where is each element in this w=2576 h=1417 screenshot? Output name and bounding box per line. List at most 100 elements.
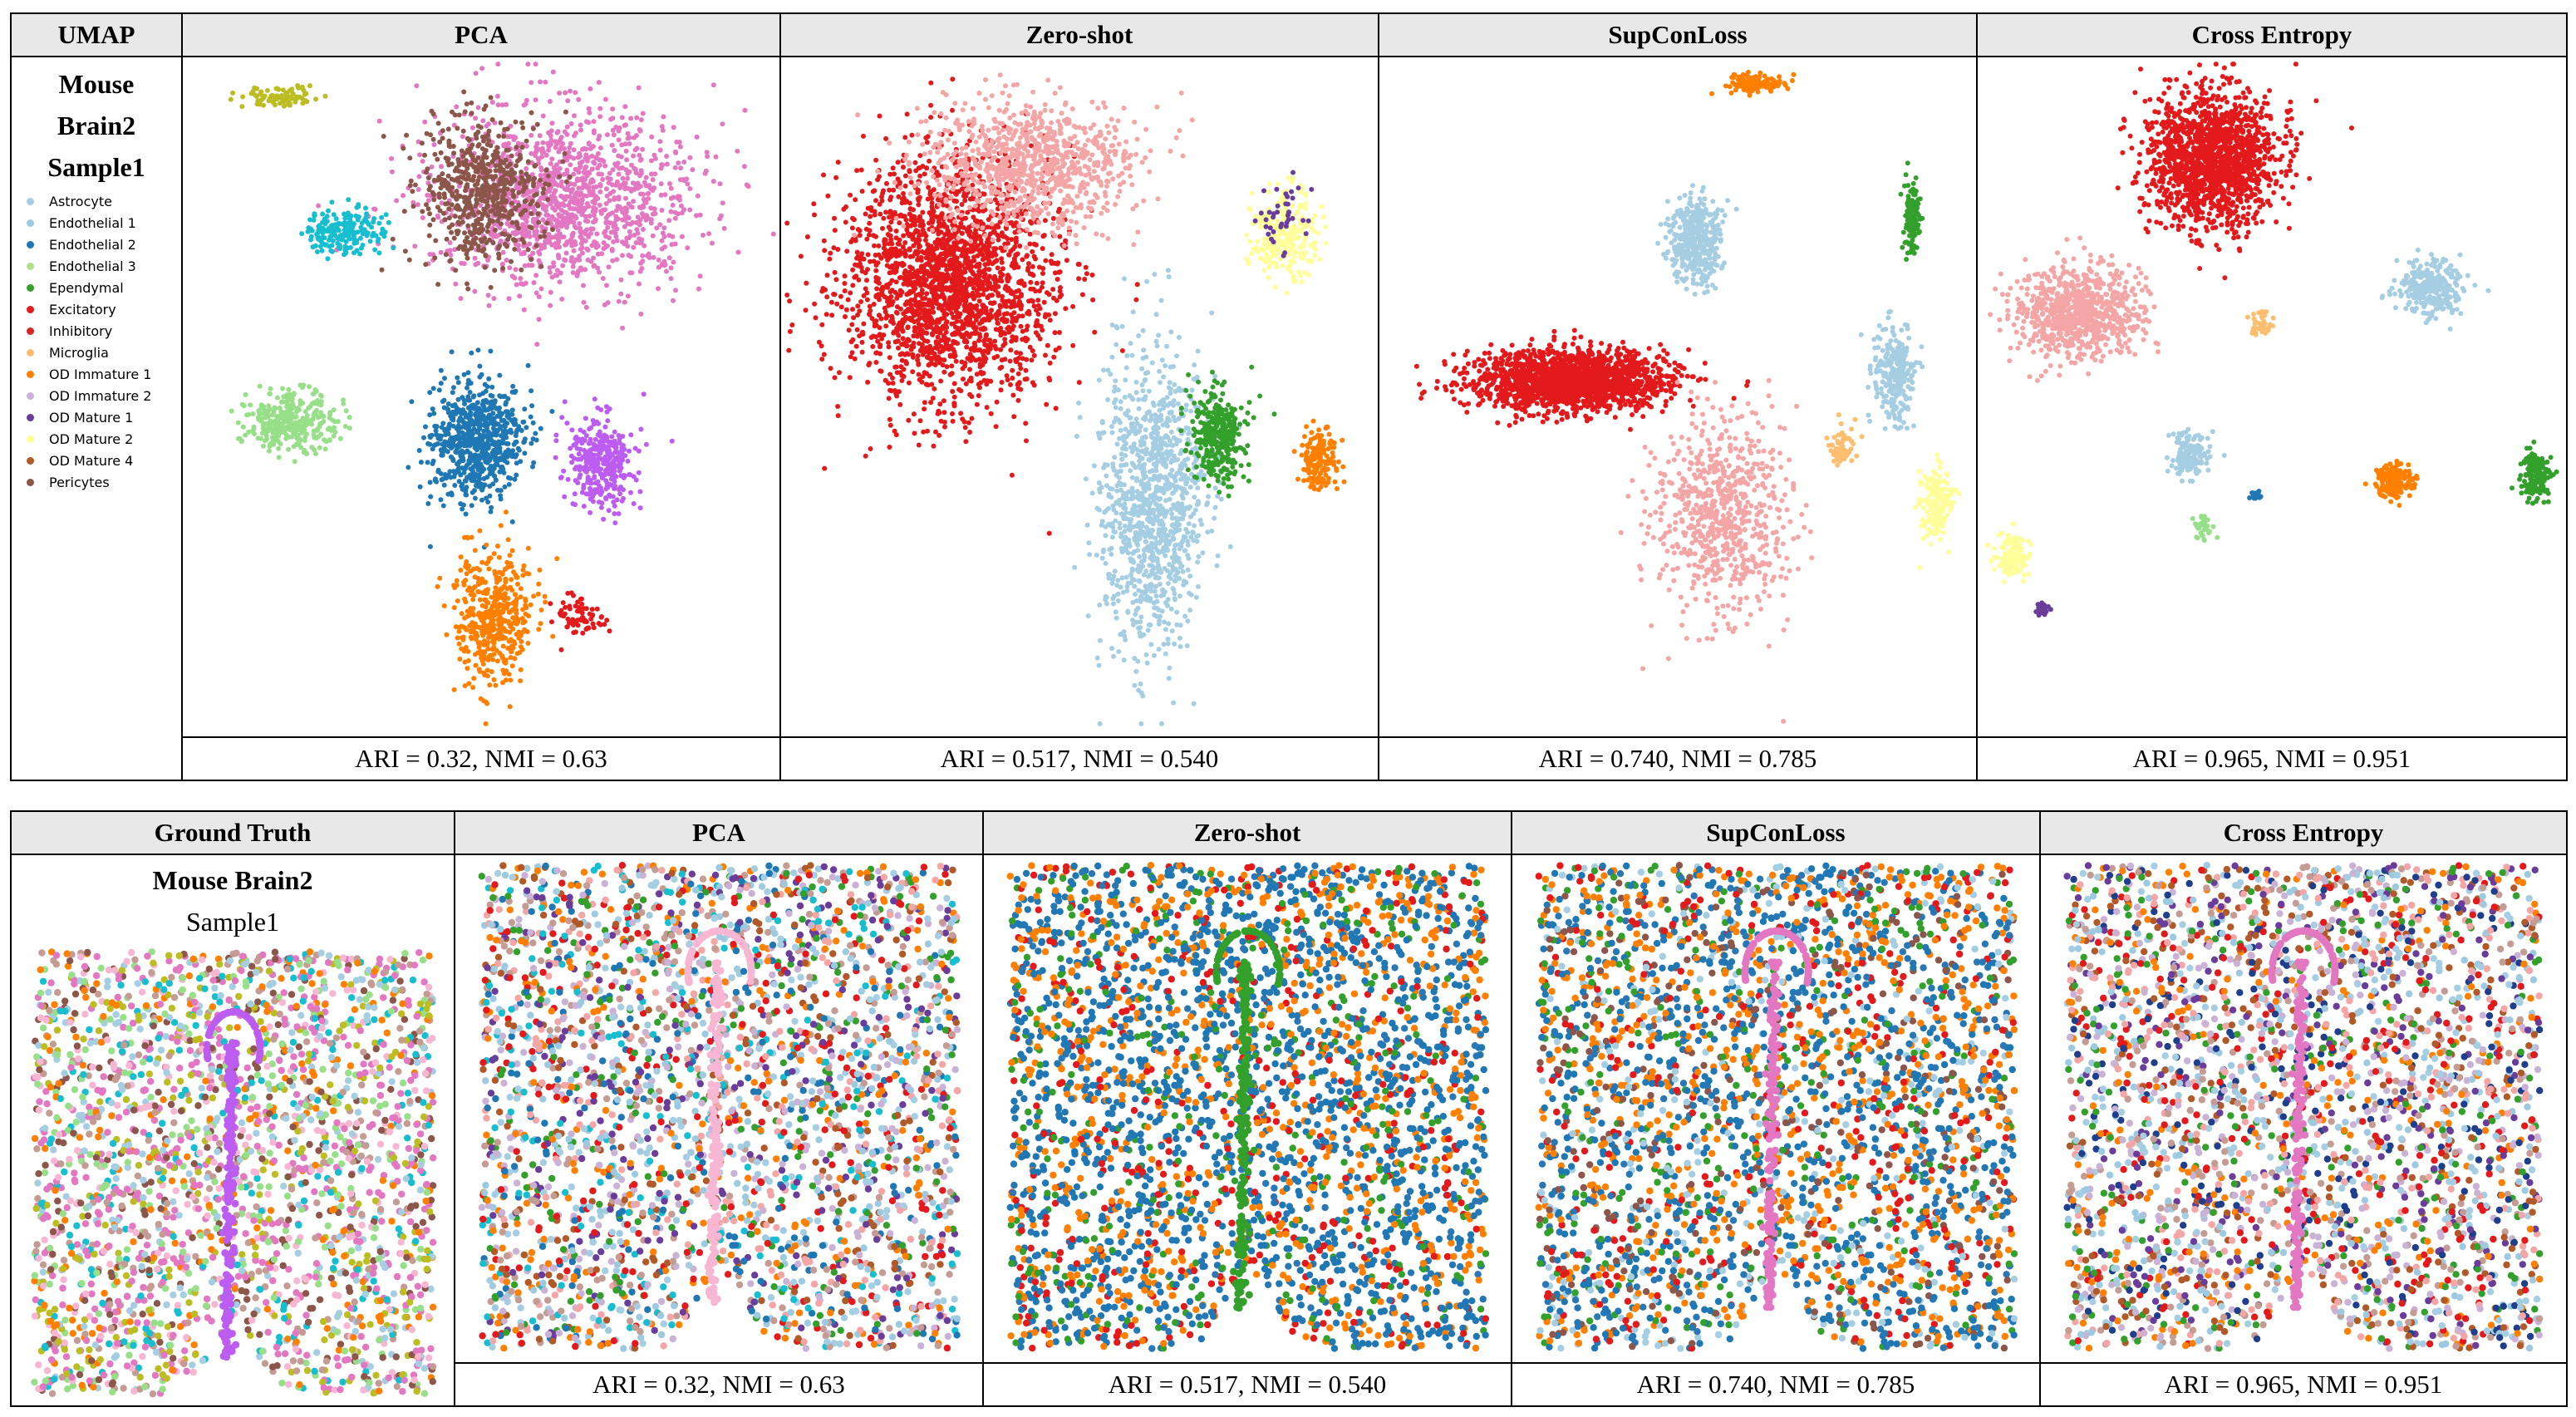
scatter-point: [471, 676, 477, 681]
scatter-point: [278, 400, 284, 405]
scatter-point: [492, 227, 498, 233]
scatter-point: [543, 152, 549, 158]
scatter-point: [528, 440, 534, 446]
scatter-point: [852, 356, 858, 362]
scatter-point: [485, 499, 491, 504]
scatter-point: [593, 184, 599, 189]
scatter-point: [992, 338, 998, 344]
scatter-point: [299, 231, 305, 237]
scatter-point: [530, 183, 536, 189]
scatter-point: [440, 421, 446, 426]
scatter-point: [475, 347, 481, 353]
scatter-point: [888, 194, 894, 200]
scatter-point: [637, 152, 642, 158]
scatter-point: [1024, 357, 1030, 362]
scatter-point: [489, 618, 495, 624]
scatter-point: [432, 423, 438, 429]
scatter-point: [484, 141, 490, 147]
scatter-point: [744, 182, 750, 188]
scatter-point: [453, 268, 459, 273]
scatter-point: [477, 374, 483, 380]
scatter-point: [500, 266, 506, 271]
scatter-point: [583, 227, 589, 233]
scatter-point: [322, 93, 328, 99]
scatter-point: [634, 227, 640, 233]
scatter-point: [243, 391, 248, 397]
scatter-point: [427, 222, 433, 228]
scatter-point: [602, 163, 608, 169]
scatter-point: [430, 460, 435, 466]
scatter-point: [401, 209, 407, 214]
scatter-point: [812, 301, 818, 307]
scatter-point: [607, 220, 613, 226]
scatter-point: [281, 103, 287, 109]
scatter-point: [481, 138, 486, 144]
scatter-point: [678, 203, 684, 209]
scatter-point: [597, 269, 602, 275]
scatter-point: [603, 478, 609, 484]
scatter-point: [593, 155, 599, 160]
scatter-point: [561, 613, 567, 619]
scatter-point: [631, 244, 637, 250]
scatter-point: [866, 232, 872, 238]
scatter-point: [597, 499, 602, 505]
scatter-point: [465, 385, 469, 391]
scatter-point: [612, 503, 617, 509]
scatter-point: [449, 229, 455, 235]
scatter-point: [495, 421, 501, 427]
scatter-point: [320, 241, 326, 247]
scatter-point: [286, 420, 292, 425]
scatter-point: [648, 158, 654, 164]
scatter-point: [617, 458, 622, 464]
scatter-point: [490, 175, 496, 181]
scatter-point: [314, 249, 320, 254]
scatter-point: [564, 131, 570, 137]
scatter-point: [427, 390, 433, 396]
scatter-point: [500, 680, 505, 686]
scatter-point: [263, 408, 268, 414]
scatter-point: [507, 211, 513, 217]
scatter-point: [578, 234, 583, 240]
scatter-point: [481, 175, 486, 181]
scatter-point: [443, 252, 449, 258]
scatter-point: [521, 307, 527, 312]
scatter-point: [438, 497, 444, 503]
scatter-point: [506, 618, 512, 624]
scatter-point: [564, 421, 570, 426]
scatter-point: [569, 427, 575, 433]
scatter-point: [617, 452, 623, 458]
scatter-point: [251, 426, 257, 432]
scatter-point: [590, 192, 596, 198]
scatter-point: [678, 165, 684, 171]
scatter-point: [525, 174, 531, 180]
scatter-point: [819, 322, 825, 327]
scatter-point: [553, 188, 558, 194]
scatter-point: [651, 206, 657, 212]
scatter-point: [549, 274, 555, 280]
scatter-point: [523, 280, 528, 286]
scatter-point: [462, 596, 468, 602]
scatter-point: [484, 673, 490, 679]
scatter-point: [525, 362, 531, 368]
scatter-point: [528, 602, 533, 608]
scatter-point: [654, 225, 660, 231]
scatter-point: [637, 222, 643, 228]
scatter-point: [465, 223, 471, 229]
scatter-point: [540, 140, 546, 145]
scatter-point: [484, 613, 489, 618]
scatter-point: [516, 243, 521, 248]
scatter-point: [483, 458, 489, 464]
scatter-point: [603, 215, 609, 221]
scatter-point: [274, 96, 280, 102]
scatter-point: [569, 255, 575, 260]
scatter-point: [632, 147, 638, 153]
scatter-point: [522, 180, 528, 185]
scatter-point: [861, 133, 866, 139]
scatter-point: [660, 230, 666, 236]
scatter-point: [519, 170, 524, 175]
scatter-point: [507, 265, 513, 271]
scatter-point: [455, 396, 461, 402]
scatter-point: [824, 294, 830, 300]
scatter-point: [577, 257, 583, 263]
scatter-point: [609, 434, 615, 440]
